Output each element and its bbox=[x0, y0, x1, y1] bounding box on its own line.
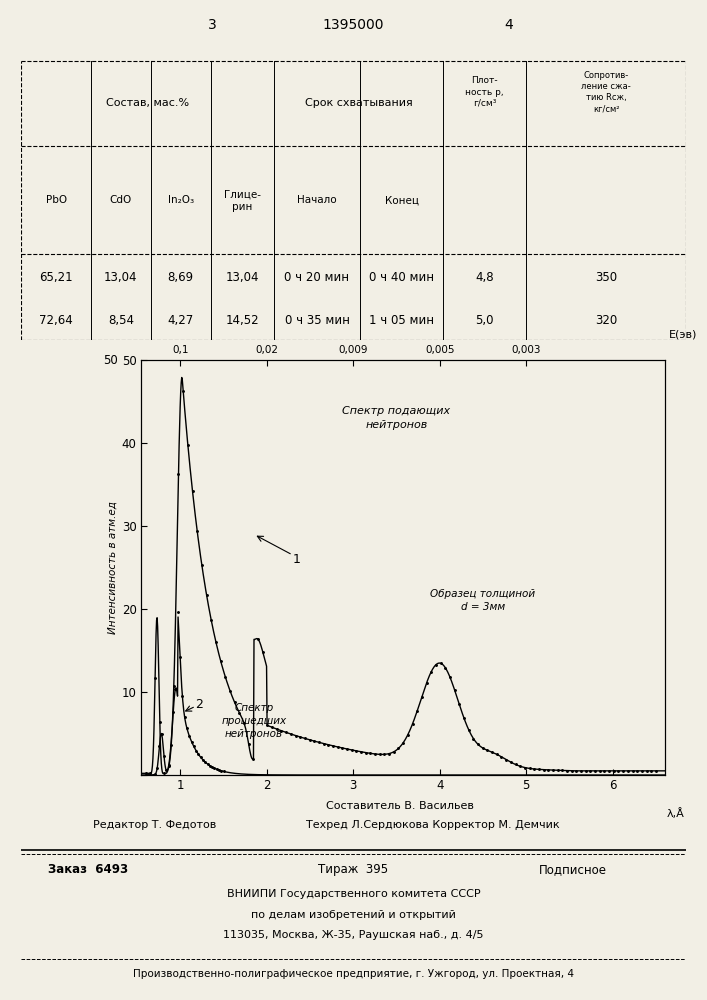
Text: 8,54: 8,54 bbox=[108, 314, 134, 327]
Text: Редактор Т. Федотов: Редактор Т. Федотов bbox=[93, 820, 216, 830]
Text: Спектр
прошедших
нейтронов: Спектр прошедших нейтронов bbox=[221, 703, 286, 739]
Text: 1 ч 05 мин: 1 ч 05 мин bbox=[369, 314, 434, 327]
Text: Образец толщиной
d = 3мм: Образец толщиной d = 3мм bbox=[431, 589, 535, 612]
Text: 8,69: 8,69 bbox=[168, 271, 194, 284]
Text: 350: 350 bbox=[595, 271, 617, 284]
Text: λ,Å: λ,Å bbox=[666, 808, 684, 819]
Text: 72,64: 72,64 bbox=[39, 314, 73, 327]
Text: Подписное: Подписное bbox=[539, 863, 607, 876]
Text: по делам изобретений и открытий: по делам изобретений и открытий bbox=[251, 910, 456, 920]
Text: Срок схватывания: Срок схватывания bbox=[305, 98, 412, 108]
Text: 13,04: 13,04 bbox=[104, 271, 138, 284]
Text: Тираж  395: Тираж 395 bbox=[318, 863, 389, 876]
Text: Спектр подающих
нейтронов: Спектр подающих нейтронов bbox=[342, 406, 450, 430]
Text: 4,27: 4,27 bbox=[168, 314, 194, 327]
Text: E(эв): E(эв) bbox=[669, 329, 697, 339]
Text: CdO: CdO bbox=[110, 195, 132, 205]
Text: Плот-
ность р,
г/см³: Плот- ность р, г/см³ bbox=[465, 76, 504, 108]
Text: ВНИИПИ Государственного комитета СССР: ВНИИПИ Государственного комитета СССР bbox=[227, 889, 480, 899]
Text: 320: 320 bbox=[595, 314, 617, 327]
Text: PbO: PbO bbox=[45, 195, 66, 205]
Text: 3: 3 bbox=[208, 18, 216, 32]
Text: 0 ч 35 мин: 0 ч 35 мин bbox=[284, 314, 349, 327]
Text: Состав, мас.%: Состав, мас.% bbox=[106, 98, 189, 108]
Text: Сопротив-
ление сжа-
тию Rсж,
кг/см²: Сопротив- ление сжа- тию Rсж, кг/см² bbox=[581, 71, 631, 113]
Text: Техред Л.Сердюкова Корректор М. Демчик: Техред Л.Сердюкова Корректор М. Демчик bbox=[306, 820, 560, 830]
Text: Начало: Начало bbox=[297, 195, 337, 205]
Text: 4,8: 4,8 bbox=[475, 271, 494, 284]
Text: 0 ч 20 мин: 0 ч 20 мин bbox=[284, 271, 349, 284]
Text: Производственно-полиграфическое предприятие, г. Ужгород, ул. Проектная, 4: Производственно-полиграфическое предприя… bbox=[133, 969, 574, 979]
Text: 13,04: 13,04 bbox=[226, 271, 259, 284]
Text: 0 ч 40 мин: 0 ч 40 мин bbox=[369, 271, 434, 284]
Text: 2: 2 bbox=[195, 698, 204, 711]
Text: 1: 1 bbox=[293, 553, 301, 566]
Text: 4: 4 bbox=[505, 18, 513, 32]
Text: Конец: Конец bbox=[385, 195, 419, 205]
Text: 113035, Москва, Ж-35, Раушская наб., д. 4/5: 113035, Москва, Ж-35, Раушская наб., д. … bbox=[223, 930, 484, 940]
Text: 65,21: 65,21 bbox=[40, 271, 73, 284]
Text: 14,52: 14,52 bbox=[226, 314, 259, 327]
Y-axis label: Интенсивность в атм.ед: Интенсивность в атм.ед bbox=[107, 501, 117, 634]
Text: 5,0: 5,0 bbox=[476, 314, 494, 327]
Text: Заказ  6493: Заказ 6493 bbox=[47, 863, 128, 876]
Text: In₂O₃: In₂O₃ bbox=[168, 195, 194, 205]
Text: 50: 50 bbox=[103, 354, 118, 366]
Text: Глице-
рин: Глице- рин bbox=[223, 189, 261, 212]
Text: 1395000: 1395000 bbox=[323, 18, 384, 32]
Text: Составитель В. Васильев: Составитель В. Васильев bbox=[326, 801, 474, 811]
